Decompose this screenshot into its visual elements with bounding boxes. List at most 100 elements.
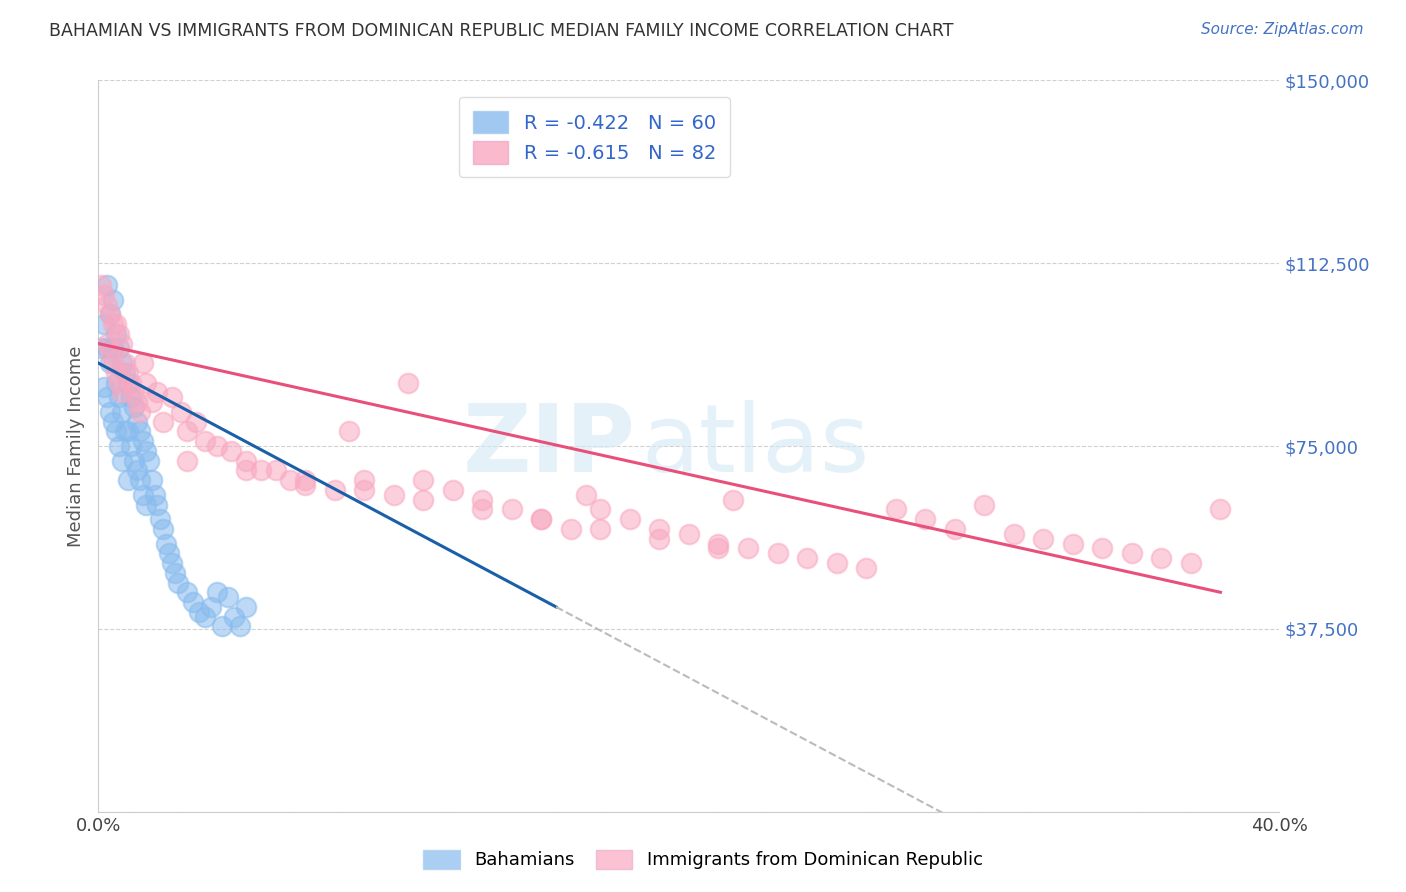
Point — [412, 473, 434, 487]
Point — [235, 453, 257, 467]
Point — [111, 336, 134, 351]
Point — [114, 356, 136, 370]
Point — [90, 342, 112, 356]
Point — [221, 443, 243, 458]
Point — [412, 492, 434, 507]
Point — [105, 425, 128, 439]
Point — [167, 575, 190, 590]
Point — [157, 546, 180, 560]
Point — [93, 317, 115, 331]
Point — [648, 522, 671, 536]
Legend: R = -0.422   N = 60, R = -0.615   N = 82: R = -0.422 N = 60, R = -0.615 N = 82 — [460, 97, 730, 178]
Point — [589, 502, 612, 516]
Point — [122, 453, 145, 467]
Point — [135, 498, 157, 512]
Point — [501, 502, 523, 516]
Point — [825, 556, 848, 570]
Point — [796, 551, 818, 566]
Point — [105, 326, 128, 341]
Point — [120, 390, 142, 404]
Point — [914, 512, 936, 526]
Point — [98, 346, 121, 360]
Point — [560, 522, 582, 536]
Point — [105, 366, 128, 380]
Point — [353, 473, 375, 487]
Point — [149, 512, 172, 526]
Point — [707, 541, 730, 556]
Point — [530, 512, 553, 526]
Point — [766, 546, 789, 560]
Point — [1121, 546, 1143, 560]
Point — [205, 439, 228, 453]
Point — [200, 599, 222, 614]
Point — [117, 425, 139, 439]
Point — [98, 356, 121, 370]
Point — [105, 317, 128, 331]
Point — [176, 453, 198, 467]
Point — [120, 376, 142, 390]
Point — [103, 342, 125, 356]
Point — [108, 439, 131, 453]
Point — [194, 434, 217, 449]
Point — [165, 566, 187, 580]
Point — [117, 376, 139, 390]
Legend: Bahamians, Immigrants from Dominican Republic: Bahamians, Immigrants from Dominican Rep… — [415, 840, 991, 879]
Point — [103, 356, 125, 370]
Point — [141, 473, 163, 487]
Point — [138, 453, 160, 467]
Point — [152, 415, 174, 429]
Point — [194, 609, 217, 624]
Point — [111, 405, 134, 419]
Point — [117, 366, 139, 380]
Point — [122, 400, 145, 414]
Point — [1180, 556, 1202, 570]
Point — [235, 463, 257, 477]
Point — [211, 619, 233, 633]
Point — [125, 395, 148, 409]
Point — [184, 415, 207, 429]
Point — [855, 561, 877, 575]
Point — [93, 288, 115, 302]
Point — [103, 293, 125, 307]
Point — [1062, 536, 1084, 550]
Point — [737, 541, 759, 556]
Point — [323, 483, 346, 497]
Point — [108, 390, 131, 404]
Point — [96, 342, 118, 356]
Point — [176, 425, 198, 439]
Point — [96, 278, 118, 293]
Point — [111, 385, 134, 400]
Point — [125, 463, 148, 477]
Point — [128, 425, 150, 439]
Point — [93, 380, 115, 394]
Point — [723, 492, 745, 507]
Point — [398, 376, 420, 390]
Text: BAHAMIAN VS IMMIGRANTS FROM DOMINICAN REPUBLIC MEDIAN FAMILY INCOME CORRELATION : BAHAMIAN VS IMMIGRANTS FROM DOMINICAN RE… — [49, 22, 953, 40]
Point — [217, 590, 239, 604]
Point — [575, 488, 598, 502]
Point — [884, 502, 907, 516]
Text: ZIP: ZIP — [463, 400, 636, 492]
Point — [152, 522, 174, 536]
Point — [1032, 532, 1054, 546]
Point — [125, 415, 148, 429]
Point — [146, 498, 169, 512]
Point — [111, 356, 134, 370]
Point — [128, 405, 150, 419]
Point — [382, 488, 405, 502]
Point — [176, 585, 198, 599]
Point — [678, 526, 700, 541]
Point — [132, 434, 155, 449]
Point — [1150, 551, 1173, 566]
Point — [122, 385, 145, 400]
Point — [353, 483, 375, 497]
Point — [96, 297, 118, 311]
Point — [143, 488, 166, 502]
Point — [294, 478, 316, 492]
Point — [648, 532, 671, 546]
Point — [120, 439, 142, 453]
Point — [264, 463, 287, 477]
Text: Source: ZipAtlas.com: Source: ZipAtlas.com — [1201, 22, 1364, 37]
Point — [146, 385, 169, 400]
Point — [108, 342, 131, 356]
